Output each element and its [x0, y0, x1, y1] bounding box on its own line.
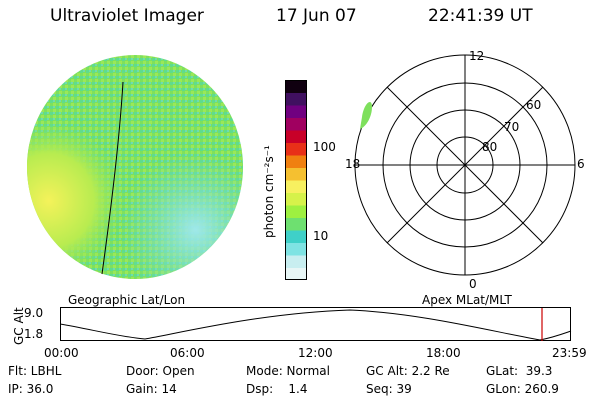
colorbar-tick-10: 10 [313, 229, 329, 243]
lat-label-70: 70 [504, 120, 519, 134]
colorbar-segment [285, 92, 307, 106]
status-gc-alt: GC Alt: 2.2 Re [366, 364, 450, 378]
lat-label-60: 60 [526, 98, 541, 112]
instrument-title: Ultraviolet Imager [50, 6, 204, 26]
colorbar-segment [285, 255, 307, 268]
colorbar-unit-label: photon cm⁻²s⁻¹ [262, 145, 276, 238]
mlt-label-18: 18 [345, 157, 360, 171]
colorbar-segment [285, 167, 307, 181]
mlt-label-12: 12 [469, 49, 484, 63]
colorbar-segment [285, 180, 307, 193]
timeline-xtick-1: 06:00 [170, 346, 205, 360]
geographic-image [27, 55, 243, 279]
time-label: 22:41:39 UT [428, 6, 533, 26]
mlt-label-6: 6 [577, 157, 585, 171]
colorbar-segment [285, 130, 307, 143]
colorbar-border [285, 80, 307, 280]
timeline-xtick-4: 23:59 [552, 346, 587, 360]
terminator-line [101, 81, 124, 275]
status-filter: Flt: LBHL [8, 364, 62, 378]
status-ip: IP: 36.0 [8, 382, 54, 396]
status-dsp: Dsp: 1.4 [246, 382, 308, 396]
colorbar-segment [285, 142, 307, 156]
colorbar-segment [285, 105, 307, 118]
status-door: Door: Open [126, 364, 195, 378]
colorbar-tick-100: 100 [313, 140, 336, 154]
timeline-xtick-0: 00:00 [44, 346, 79, 360]
lat-label-80: 80 [482, 140, 497, 154]
colorbar-segment [285, 80, 307, 93]
colorbar-segment [285, 205, 307, 218]
polar-plot: 12 18 6 0 80 70 60 [345, 49, 585, 291]
colorbar-segment [285, 267, 307, 280]
aurora-patch [360, 102, 372, 129]
colorbar-segment [285, 217, 307, 231]
colorbar-segment [285, 242, 307, 256]
timeline-ytick-max: 9.0 [24, 306, 44, 320]
colorbar [285, 80, 307, 280]
status-gain: Gain: 14 [126, 382, 177, 396]
apex-label: Apex MLat/MLT [422, 293, 512, 307]
mlt-label-0: 0 [469, 277, 477, 291]
status-seq: Seq: 39 [366, 382, 412, 396]
timeline-xtick-2: 12:00 [298, 346, 333, 360]
geographic-label: Geographic Lat/Lon [68, 293, 186, 307]
status-mode: Mode: Normal [246, 364, 330, 378]
timeline-xtick-3: 18:00 [426, 346, 461, 360]
altitude-curve [60, 309, 572, 341]
timeline-ytick-min: 1.8 [24, 327, 44, 341]
colorbar-segment [285, 230, 307, 243]
status-glon: GLon: 260.9 [486, 382, 559, 396]
date-label: 17 Jun 07 [276, 6, 357, 26]
colorbar-segment [285, 117, 307, 131]
colorbar-segment [285, 192, 307, 206]
status-glat: GLat: 39.3 [486, 364, 553, 378]
timeline-plot [60, 307, 572, 341]
colorbar-segment [285, 155, 307, 168]
